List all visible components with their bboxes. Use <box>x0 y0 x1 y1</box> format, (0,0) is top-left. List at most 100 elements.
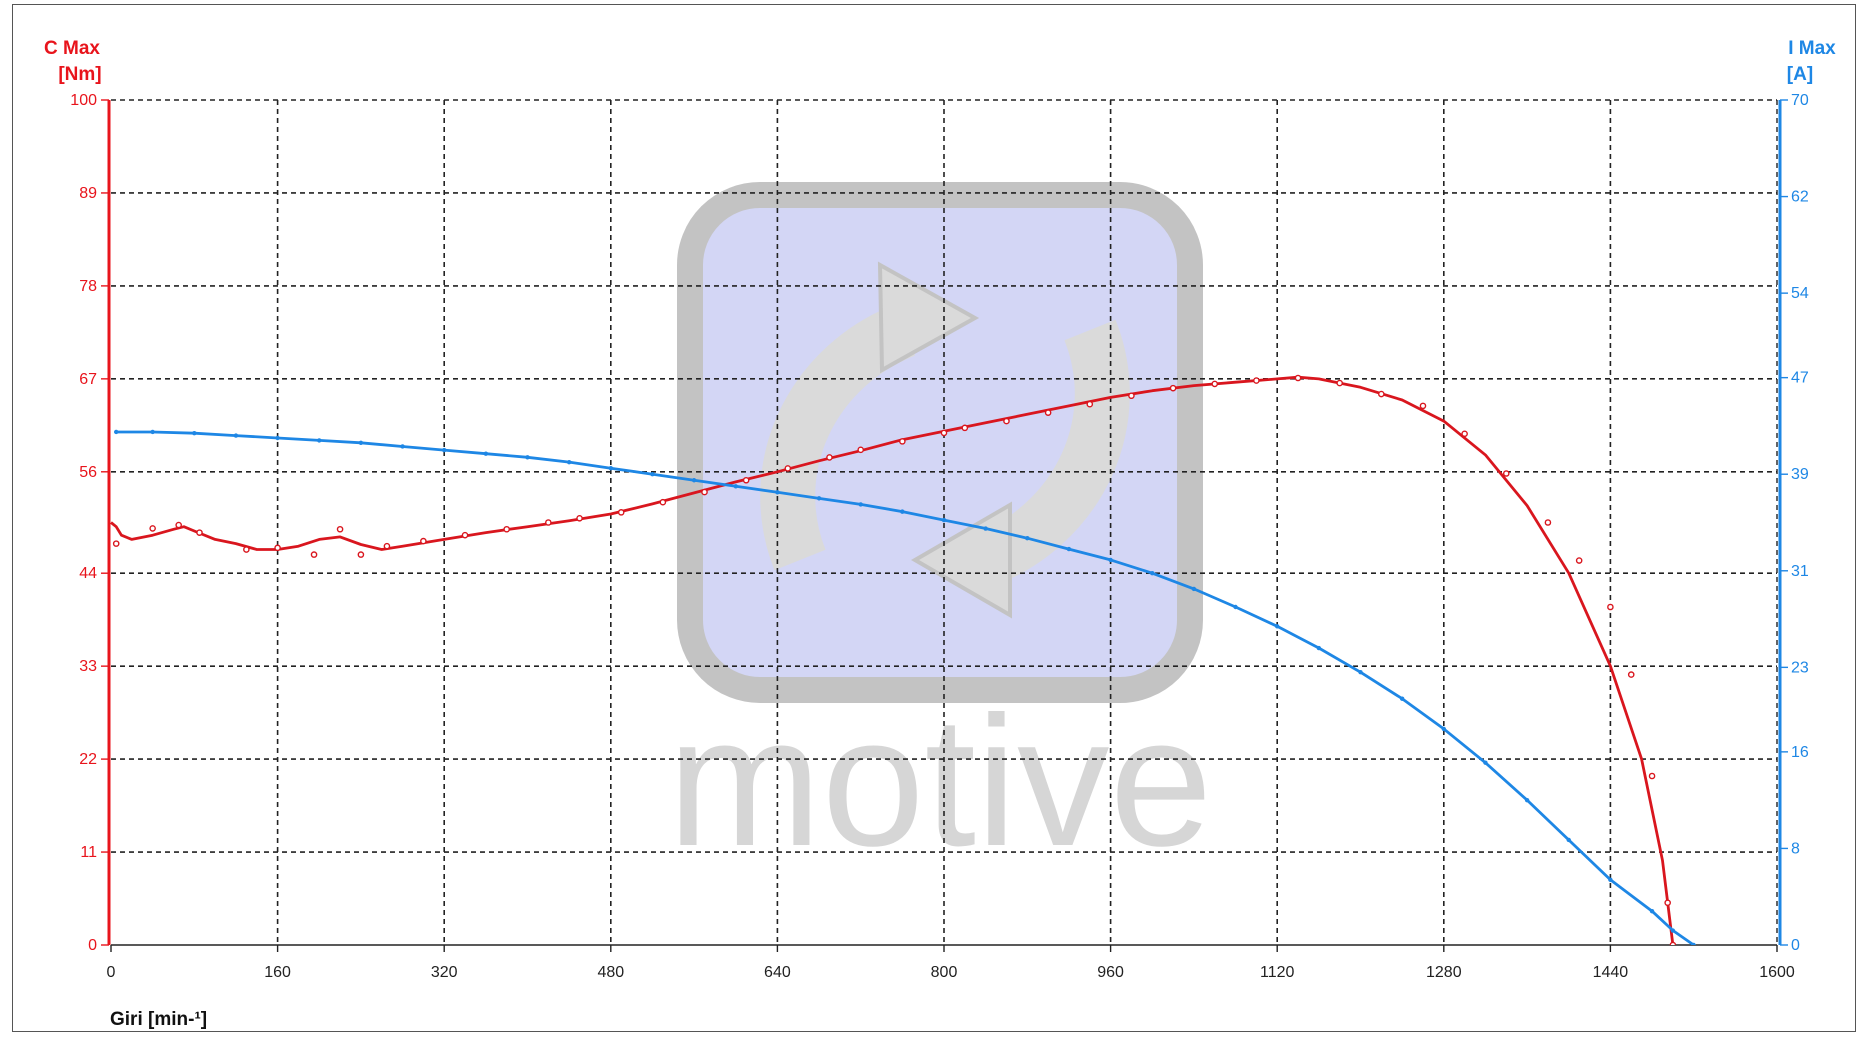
data-point-right <box>983 526 988 531</box>
data-point-right <box>233 433 239 438</box>
data-point-right <box>442 447 447 453</box>
data-point-right <box>1608 877 1613 883</box>
data-point-right <box>358 440 364 446</box>
data-point-right <box>1316 645 1322 651</box>
y-right-tick-label: 62 <box>1791 189 1809 206</box>
data-point-left <box>961 424 969 432</box>
y-right-axis-title-line2: [A] <box>1787 64 1813 85</box>
data-point-left <box>1575 557 1583 564</box>
y-left-tick-label: 22 <box>79 751 97 768</box>
data-point-right <box>1191 586 1197 592</box>
data-point-right <box>650 472 655 477</box>
data-point-left <box>826 454 833 461</box>
data-point-left <box>503 525 510 533</box>
data-point-left <box>1627 671 1635 678</box>
data-point-right <box>1108 557 1113 563</box>
data-point-left <box>310 551 318 558</box>
data-point-left <box>1378 390 1385 398</box>
watermark-logo: motive <box>668 182 1213 885</box>
data-point-right <box>858 502 863 507</box>
data-point-left <box>1128 392 1135 400</box>
series-layer <box>110 374 1696 945</box>
y-right-tick-label: 47 <box>1791 370 1809 387</box>
y-right-axis-ticks: 0 8 16 23 31 39 47 54 62 70 <box>1780 92 1809 954</box>
data-point-right <box>1233 604 1238 610</box>
data-point-right <box>566 459 572 465</box>
data-point-right <box>1670 928 1676 933</box>
data-point-left <box>112 540 120 547</box>
y-left-tick-label: 67 <box>79 371 97 388</box>
y-left-tick-label: 33 <box>79 658 97 675</box>
x-axis-title: Giri [min-¹] <box>110 1009 207 1030</box>
data-point-left <box>545 519 552 526</box>
data-point-left <box>1544 519 1552 526</box>
y-left-axis-title-line2: [Nm] <box>58 64 101 85</box>
y-left-axis-title-line1: C Max <box>44 38 100 59</box>
y-right-tick-label: 31 <box>1791 563 1809 580</box>
x-tick-label: 800 <box>931 964 958 981</box>
data-point-left <box>742 476 750 484</box>
data-point-right <box>733 484 738 489</box>
data-point-left <box>149 525 156 532</box>
x-tick-label: 960 <box>1097 964 1124 981</box>
data-point-left <box>784 465 792 472</box>
y-right-axis-title-line1: I Max <box>1788 38 1836 59</box>
y-right-tick-label: 54 <box>1791 285 1809 302</box>
data-point-left <box>196 529 203 536</box>
data-point-right <box>608 465 613 471</box>
data-point-right <box>1066 546 1072 552</box>
series-line-right <box>116 430 1695 945</box>
y-left-tick-label: 78 <box>79 278 97 295</box>
data-point-right <box>150 429 155 435</box>
data-point-right <box>317 438 322 443</box>
data-point-left <box>1044 409 1052 416</box>
data-point-left <box>701 488 708 496</box>
data-point-left <box>461 531 469 539</box>
y-right-tick-label: 0 <box>1791 937 1800 954</box>
x-tick-label: 1120 <box>1260 964 1295 981</box>
data-point-right <box>816 496 822 501</box>
data-point-left <box>940 429 948 437</box>
y-right-tick-label: 23 <box>1791 659 1809 676</box>
data-point-right <box>1441 726 1447 732</box>
data-point-right <box>1358 669 1363 675</box>
data-point-right <box>900 509 905 514</box>
data-point-left <box>617 509 625 516</box>
data-point-right <box>1025 535 1030 541</box>
y-right-tick-label: 16 <box>1791 744 1809 761</box>
data-point-left <box>899 438 906 445</box>
data-point-left <box>1461 430 1468 438</box>
data-point-left <box>274 544 281 552</box>
y-left-tick-label: 44 <box>79 565 97 582</box>
y-right-tick-label: 8 <box>1791 840 1800 857</box>
x-tick-label: 320 <box>431 964 458 981</box>
data-point-left <box>1086 400 1094 408</box>
data-point-left <box>1669 941 1677 945</box>
x-tick-label: 640 <box>764 964 791 981</box>
data-point-left <box>336 525 344 533</box>
x-tick-label: 160 <box>264 964 291 981</box>
watermark-text: motive <box>668 679 1213 885</box>
data-point-right <box>1649 909 1655 914</box>
data-point-right <box>1275 624 1280 629</box>
data-point-right <box>483 451 489 456</box>
data-point-left <box>576 514 583 522</box>
y-left-axis-ticks: 0 11 22 33 44 56 67 78 89 100 <box>70 92 109 954</box>
y-left-tick-label: 89 <box>79 185 97 202</box>
data-point-left <box>1169 384 1177 392</box>
y-left-tick-label: 11 <box>80 844 97 861</box>
y-left-tick-label: 100 <box>70 92 97 109</box>
data-point-left <box>175 521 182 529</box>
data-point-right <box>1150 571 1155 576</box>
x-axis-ticks: 0 160 320 480 640 800 960 1120 1280 1440 1600 <box>107 945 1795 981</box>
data-point-right <box>691 478 697 483</box>
data-point-left <box>357 551 365 558</box>
y-right-tick-label: 39 <box>1791 466 1809 483</box>
series-line-left <box>110 375 1675 945</box>
data-point-left <box>1502 470 1510 477</box>
chart-frame <box>12 4 1856 1032</box>
data-point-right <box>1483 760 1488 765</box>
data-point-right <box>114 429 119 435</box>
y-left-tick-label: 56 <box>79 464 97 481</box>
